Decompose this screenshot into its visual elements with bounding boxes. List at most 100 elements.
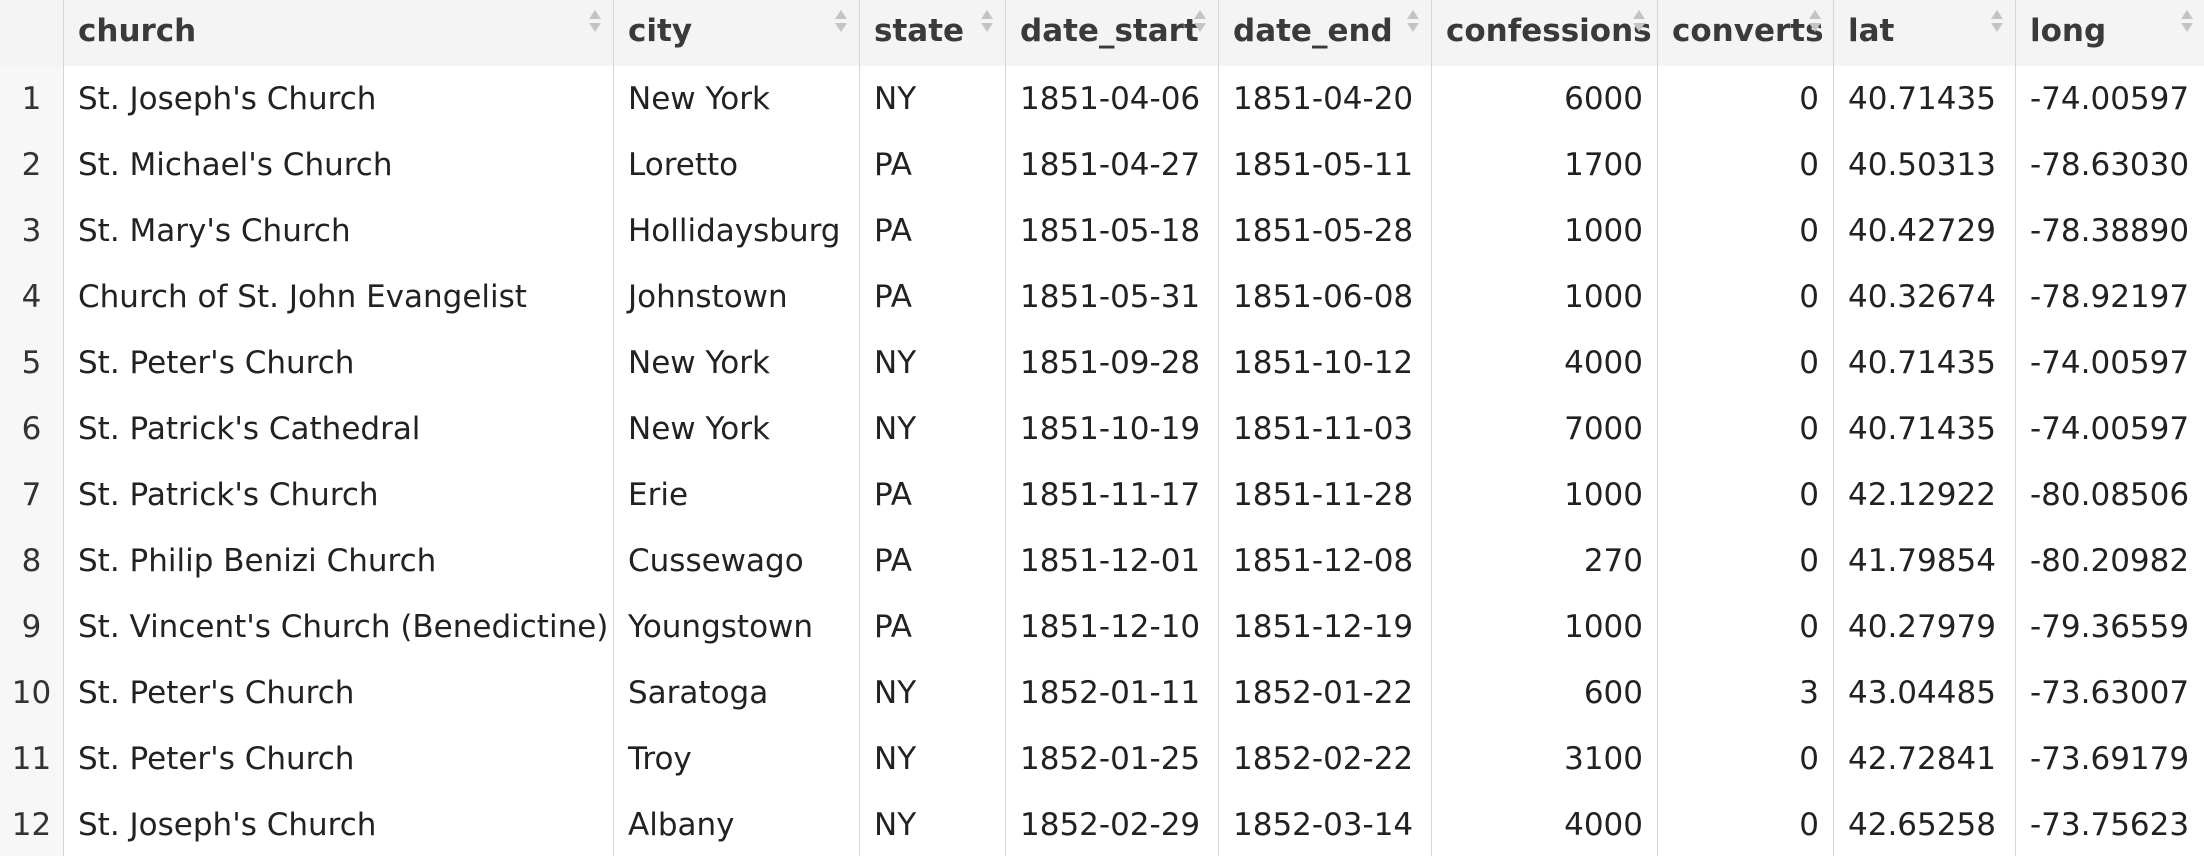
table-row: 12 St. Joseph's Church Albany NY 1852-02… — [0, 792, 2204, 856]
row-number: 9 — [0, 594, 64, 660]
cell-long: -73.69179 — [2016, 726, 2204, 792]
cell-church: St. Joseph's Church — [64, 792, 614, 856]
sort-arrows-icon[interactable] — [589, 10, 601, 36]
cell-lat: 40.71435 — [1834, 66, 2016, 132]
cell-church: St. Joseph's Church — [64, 66, 614, 132]
cell-date-end: 1852-01-22 — [1219, 660, 1432, 726]
cell-converts: 0 — [1658, 594, 1834, 660]
cell-city: Loretto — [614, 132, 860, 198]
sort-arrows-icon[interactable] — [1991, 10, 2003, 36]
row-number: 12 — [0, 792, 64, 856]
cell-church: St. Peter's Church — [64, 330, 614, 396]
cell-long: -79.36559 — [2016, 594, 2204, 660]
column-header-state[interactable]: state — [860, 0, 1006, 66]
cell-lat: 42.72841 — [1834, 726, 2016, 792]
cell-state: PA — [860, 462, 1006, 528]
cell-date-end: 1851-12-08 — [1219, 528, 1432, 594]
cell-lat: 43.04485 — [1834, 660, 2016, 726]
cell-confessions: 270 — [1432, 528, 1658, 594]
column-header-long[interactable]: long — [2016, 0, 2204, 66]
sort-arrows-icon[interactable] — [1633, 10, 1645, 36]
cell-church: St. Philip Benizi Church — [64, 528, 614, 594]
cell-church: Church of St. John Evangelist — [64, 264, 614, 330]
column-header-city[interactable]: city — [614, 0, 860, 66]
cell-lat: 40.42729 — [1834, 198, 2016, 264]
row-number: 1 — [0, 66, 64, 132]
cell-date-start: 1852-01-25 — [1006, 726, 1219, 792]
cell-state: PA — [860, 594, 1006, 660]
cell-church: St. Peter's Church — [64, 660, 614, 726]
cell-confessions: 1000 — [1432, 462, 1658, 528]
cell-long: -74.00597 — [2016, 330, 2204, 396]
cell-date-end: 1851-10-12 — [1219, 330, 1432, 396]
table-row: 11 St. Peter's Church Troy NY 1852-01-25… — [0, 726, 2204, 793]
cell-state: NY — [860, 660, 1006, 726]
table-row: 4 Church of St. John Evangelist Johnstow… — [0, 264, 2204, 331]
cell-date-start: 1851-09-28 — [1006, 330, 1219, 396]
cell-city: New York — [614, 330, 860, 396]
cell-date-end: 1851-11-28 — [1219, 462, 1432, 528]
table-row: 10 St. Peter's Church Saratoga NY 1852-0… — [0, 660, 2204, 727]
cell-date-end: 1851-12-19 — [1219, 594, 1432, 660]
cell-state: NY — [860, 792, 1006, 856]
cell-confessions: 1000 — [1432, 198, 1658, 264]
cell-confessions: 6000 — [1432, 66, 1658, 132]
cell-lat: 42.65258 — [1834, 792, 2016, 856]
cell-date-end: 1852-03-14 — [1219, 792, 1432, 856]
cell-long: -78.92197 — [2016, 264, 2204, 330]
sort-arrows-icon[interactable] — [835, 10, 847, 36]
row-number: 2 — [0, 132, 64, 198]
column-header-label: state — [874, 13, 965, 49]
row-number: 8 — [0, 528, 64, 594]
cell-city: New York — [614, 396, 860, 462]
cell-state: PA — [860, 528, 1006, 594]
table-row: 6 St. Patrick's Cathedral New York NY 18… — [0, 396, 2204, 463]
column-header-label: lat — [1848, 13, 1895, 49]
column-header-label: date_start — [1020, 13, 1199, 49]
cell-converts: 0 — [1658, 264, 1834, 330]
cell-lat: 40.50313 — [1834, 132, 2016, 198]
cell-city: Albany — [614, 792, 860, 856]
row-number: 10 — [0, 660, 64, 726]
column-header-church[interactable]: church — [64, 0, 614, 66]
cell-state: PA — [860, 132, 1006, 198]
column-header-label: church — [78, 13, 197, 49]
cell-lat: 40.27979 — [1834, 594, 2016, 660]
sort-arrows-icon[interactable] — [1809, 10, 1821, 36]
sort-arrows-icon[interactable] — [1407, 10, 1419, 36]
column-header-converts[interactable]: converts — [1658, 0, 1834, 66]
column-header-confessions[interactable]: confessions — [1432, 0, 1658, 66]
sort-arrows-icon[interactable] — [2181, 10, 2193, 36]
cell-long: -80.20982 — [2016, 528, 2204, 594]
cell-date-start: 1851-12-01 — [1006, 528, 1219, 594]
cell-confessions: 4000 — [1432, 792, 1658, 856]
column-header-date-start[interactable]: date_start — [1006, 0, 1219, 66]
cell-lat: 40.71435 — [1834, 330, 2016, 396]
row-number: 3 — [0, 198, 64, 264]
cell-city: Cussewago — [614, 528, 860, 594]
cell-confessions: 1000 — [1432, 594, 1658, 660]
cell-state: PA — [860, 264, 1006, 330]
cell-city: Hollidaysburg — [614, 198, 860, 264]
cell-city: Saratoga — [614, 660, 860, 726]
cell-converts: 0 — [1658, 528, 1834, 594]
cell-date-start: 1852-01-11 — [1006, 660, 1219, 726]
table-row: 8 St. Philip Benizi Church Cussewago PA … — [0, 528, 2204, 595]
sort-arrows-icon[interactable] — [981, 10, 993, 36]
table-row: 1 St. Joseph's Church New York NY 1851-0… — [0, 66, 2204, 133]
cell-date-start: 1851-04-06 — [1006, 66, 1219, 132]
table-row: 7 St. Patrick's Church Erie PA 1851-11-1… — [0, 462, 2204, 529]
row-number: 5 — [0, 330, 64, 396]
column-header-date-end[interactable]: date_end — [1219, 0, 1432, 66]
cell-city: Erie — [614, 462, 860, 528]
row-number: 7 — [0, 462, 64, 528]
cell-converts: 0 — [1658, 726, 1834, 792]
cell-date-start: 1851-04-27 — [1006, 132, 1219, 198]
column-header-label: long — [2030, 13, 2107, 49]
cell-date-start: 1852-02-29 — [1006, 792, 1219, 856]
sort-arrows-icon[interactable] — [1194, 10, 1206, 36]
cell-city: Troy — [614, 726, 860, 792]
column-header-lat[interactable]: lat — [1834, 0, 2016, 66]
cell-converts: 0 — [1658, 132, 1834, 198]
cell-long: -78.38890 — [2016, 198, 2204, 264]
